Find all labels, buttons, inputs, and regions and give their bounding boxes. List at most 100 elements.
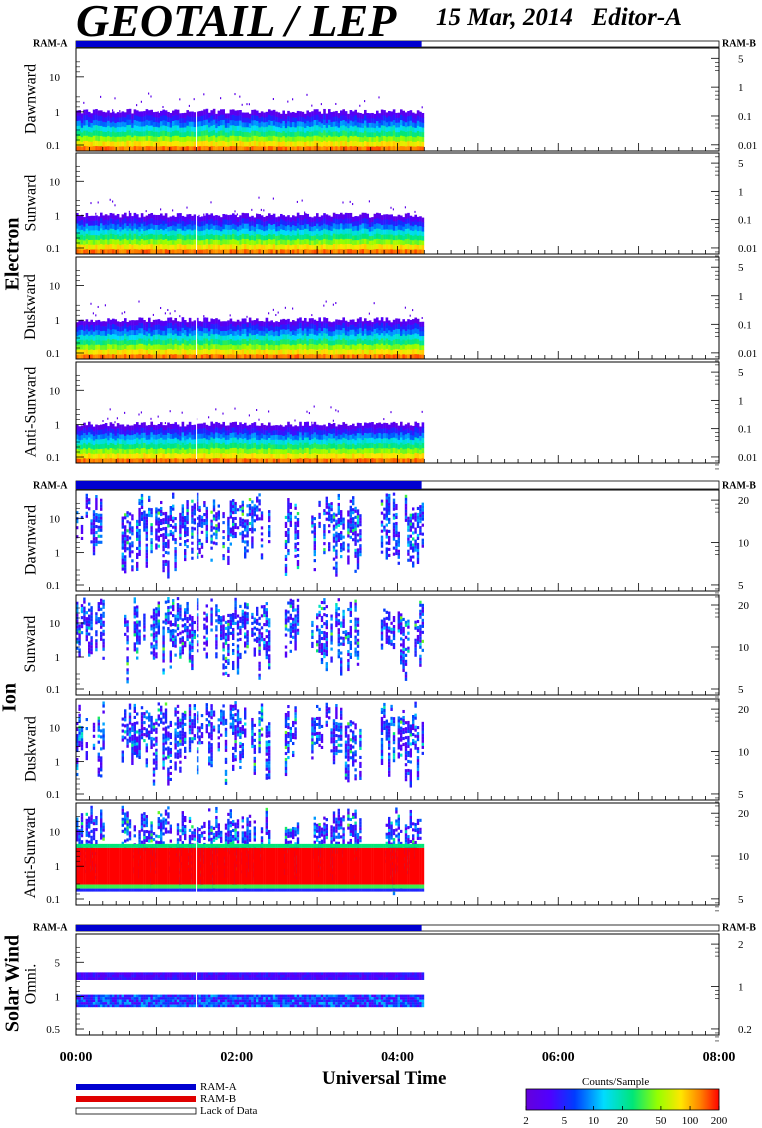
- y-tick-right-label: 5: [738, 367, 744, 379]
- ram-bar-3: [75, 924, 720, 932]
- heatmap-cells: [76, 701, 424, 788]
- y-tick-left-label: 1: [55, 107, 61, 119]
- panel-label: Sunward: [22, 174, 39, 231]
- y-tick-right-label: 2: [738, 939, 744, 951]
- y-tick-left-label: 0.1: [46, 684, 60, 696]
- panel-label: Dawnward: [22, 504, 39, 575]
- colorbar-tick-label: 200: [711, 1115, 728, 1127]
- ram-a-label: RAM-A: [33, 481, 68, 492]
- y-tick-left-label: 0.1: [46, 789, 60, 801]
- y-tick-right-label: 5: [738, 789, 744, 801]
- y-tick-left-label: 1: [55, 315, 61, 327]
- heatmap-cells: [76, 300, 425, 360]
- y-tick-left-label: 10: [49, 385, 61, 397]
- y-tick-right-label: 10: [738, 851, 750, 863]
- y-tick-left-label: 1: [55, 211, 61, 223]
- y-tick-right-label: 10: [738, 538, 750, 550]
- y-tick-left-label: 0.1: [46, 894, 60, 906]
- y-tick-right-label: 20: [738, 704, 750, 716]
- y-tick-left-label: 1: [55, 757, 61, 769]
- editor-label: Editor-A: [591, 4, 682, 31]
- y-tick-right-label: 0.01: [738, 452, 757, 464]
- x-tick-label: 04:00: [381, 1050, 414, 1065]
- y-tick-right-label: 5: [738, 580, 744, 592]
- y-tick-left-label: 0.1: [46, 452, 60, 464]
- heatmap-cells: [76, 597, 424, 684]
- panel-label: Dawnward: [22, 63, 39, 134]
- ram-b-label: RAM-B: [722, 39, 756, 50]
- y-tick-right-label: 0.2: [738, 1024, 752, 1036]
- date-editor-label: 15 Mar, 2014 Editor-A: [436, 4, 682, 32]
- panel-frame: [75, 933, 720, 1036]
- y-tick-right-label: 5: [738, 158, 744, 170]
- y-tick-right-label: 0.01: [738, 140, 757, 152]
- y-tick-left-label: 0.1: [46, 243, 60, 255]
- y-tick-right-label: 20: [738, 600, 750, 612]
- y-tick-right-label: 0.1: [738, 215, 752, 227]
- colorbar-tick-label: 50: [655, 1115, 667, 1127]
- panel-solar-wind-omni: [75, 933, 720, 1042]
- y-tick-right-label: 1: [738, 395, 744, 407]
- ram-a-label: RAM-A: [33, 39, 68, 50]
- group-label-ion: Ion: [0, 683, 21, 712]
- heatmap-cells: [76, 492, 424, 579]
- x-tick-label: 08:00: [703, 1050, 736, 1065]
- y-tick-left-label: 5: [55, 957, 61, 969]
- x-tick-label: 06:00: [542, 1050, 575, 1065]
- date-label: 15 Mar, 2014: [436, 4, 573, 31]
- y-tick-right-label: 1: [738, 82, 744, 94]
- y-tick-right-label: 0.1: [738, 319, 752, 331]
- panel-ion-dawnward: [75, 489, 720, 598]
- page-title: GEOTAIL / LEP: [76, 0, 397, 46]
- y-tick-left-label: 1: [55, 548, 61, 560]
- group-label-solar-wind: Solar Wind: [1, 934, 24, 1033]
- heatmap-cells: [76, 972, 425, 1008]
- y-tick-left-label: 0.1: [46, 140, 60, 152]
- y-tick-left-label: 1: [55, 861, 61, 873]
- panel-electron-dawnward: [75, 47, 720, 158]
- heatmap-cells: [76, 405, 425, 464]
- ram-bar-2: [75, 480, 720, 490]
- panel-electron-sunward: [75, 152, 720, 261]
- y-tick-right-label: 20: [738, 495, 750, 507]
- colorbar-tick-label: 2: [523, 1115, 529, 1127]
- ram-a-coverage-bar: [76, 481, 422, 489]
- y-tick-left-label: 10: [49, 722, 61, 734]
- y-tick-left-label: 1: [55, 652, 61, 664]
- panel-frame: [75, 698, 720, 801]
- y-tick-right-label: 5: [738, 684, 744, 696]
- heatmap-cells: [76, 196, 425, 255]
- y-tick-right-label: 5: [738, 53, 744, 65]
- x-tick-label: 00:00: [60, 1050, 93, 1065]
- panel-label: Duskward: [22, 715, 39, 782]
- panel-ion-sunward: [75, 594, 720, 702]
- panel-electron-anti-sunward: [75, 361, 720, 470]
- y-tick-left-label: 1: [55, 420, 61, 432]
- y-tick-right-label: 0.01: [738, 243, 757, 255]
- heatmap-cells: [76, 805, 425, 896]
- y-tick-right-label: 1: [738, 291, 744, 303]
- y-tick-right-label: 0.01: [738, 348, 757, 360]
- y-tick-left-label: 0.1: [46, 348, 60, 360]
- ram-b-label: RAM-B: [722, 923, 756, 934]
- y-tick-left-label: 10: [49, 281, 61, 293]
- heatmap-cells: [76, 92, 425, 152]
- y-tick-left-label: 10: [49, 72, 61, 84]
- ram-bar-1: [75, 40, 720, 48]
- panel-ion-duskward: [75, 698, 720, 807]
- panel-label: Anti-Sunward: [22, 807, 39, 899]
- colorbar-title: Counts/Sample: [582, 1076, 650, 1088]
- legend-ram-a-label: RAM-A: [200, 1081, 237, 1093]
- y-tick-right-label: 20: [738, 808, 750, 820]
- panel-label: Anti-Sunward: [22, 366, 39, 457]
- ram-a-label: RAM-A: [33, 923, 68, 934]
- legend-ram-b-swatch: [76, 1096, 196, 1102]
- y-tick-right-label: 5: [738, 262, 744, 274]
- legend-ram-b-label: RAM-B: [200, 1093, 237, 1105]
- x-axis-title: Universal Time: [322, 1068, 447, 1089]
- y-tick-left-label: 0.1: [46, 580, 60, 592]
- colorbar-tick-label: 100: [682, 1115, 699, 1127]
- y-tick-left-label: 0.5: [46, 1024, 60, 1036]
- panel-label: Omni.: [22, 963, 39, 1004]
